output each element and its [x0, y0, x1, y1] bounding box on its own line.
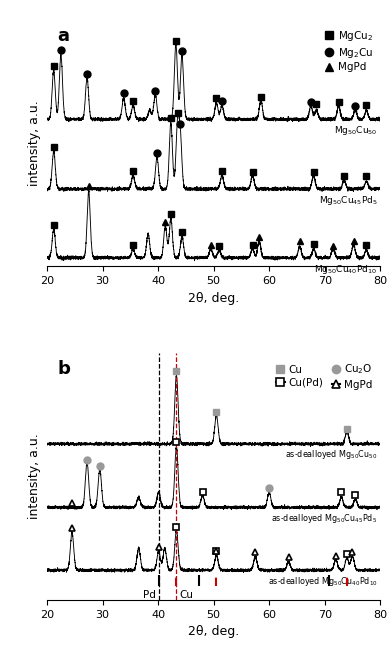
Text: Cu: Cu: [179, 590, 193, 600]
Text: Pd: Pd: [143, 590, 156, 600]
Text: as-dealloyed Mg$_{50}$Cu$_{40}$Pd$_{10}$: as-dealloyed Mg$_{50}$Cu$_{40}$Pd$_{10}$: [268, 575, 377, 588]
Text: a: a: [57, 26, 69, 45]
Y-axis label: intensity, a.u.: intensity, a.u.: [29, 433, 42, 519]
X-axis label: 2θ, deg.: 2θ, deg.: [188, 292, 239, 304]
Text: b: b: [57, 361, 70, 378]
Text: as-dealloyed Mg$_{50}$Cu$_{50}$: as-dealloyed Mg$_{50}$Cu$_{50}$: [285, 448, 377, 461]
Y-axis label: intensity, a.u.: intensity, a.u.: [29, 100, 42, 186]
Text: Mg$_{50}$Cu$_{40}$Pd$_{10}$: Mg$_{50}$Cu$_{40}$Pd$_{10}$: [314, 263, 377, 275]
Text: Mg$_{50}$Cu$_{50}$: Mg$_{50}$Cu$_{50}$: [334, 124, 377, 137]
Text: Mg$_{50}$Cu$_{45}$Pd$_{5}$: Mg$_{50}$Cu$_{45}$Pd$_{5}$: [319, 194, 377, 207]
Text: as-dealloyed Mg$_{50}$Cu$_{45}$Pd$_{5}$: as-dealloyed Mg$_{50}$Cu$_{45}$Pd$_{5}$: [271, 512, 377, 525]
X-axis label: 2θ, deg.: 2θ, deg.: [188, 625, 239, 638]
Legend: Cu, Cu(Pd), Cu$_2$O, MgPd: Cu, Cu(Pd), Cu$_2$O, MgPd: [274, 361, 375, 392]
Legend: MgCu$_2$, Mg$_2$Cu, MgPd: MgCu$_2$, Mg$_2$Cu, MgPd: [323, 27, 375, 74]
